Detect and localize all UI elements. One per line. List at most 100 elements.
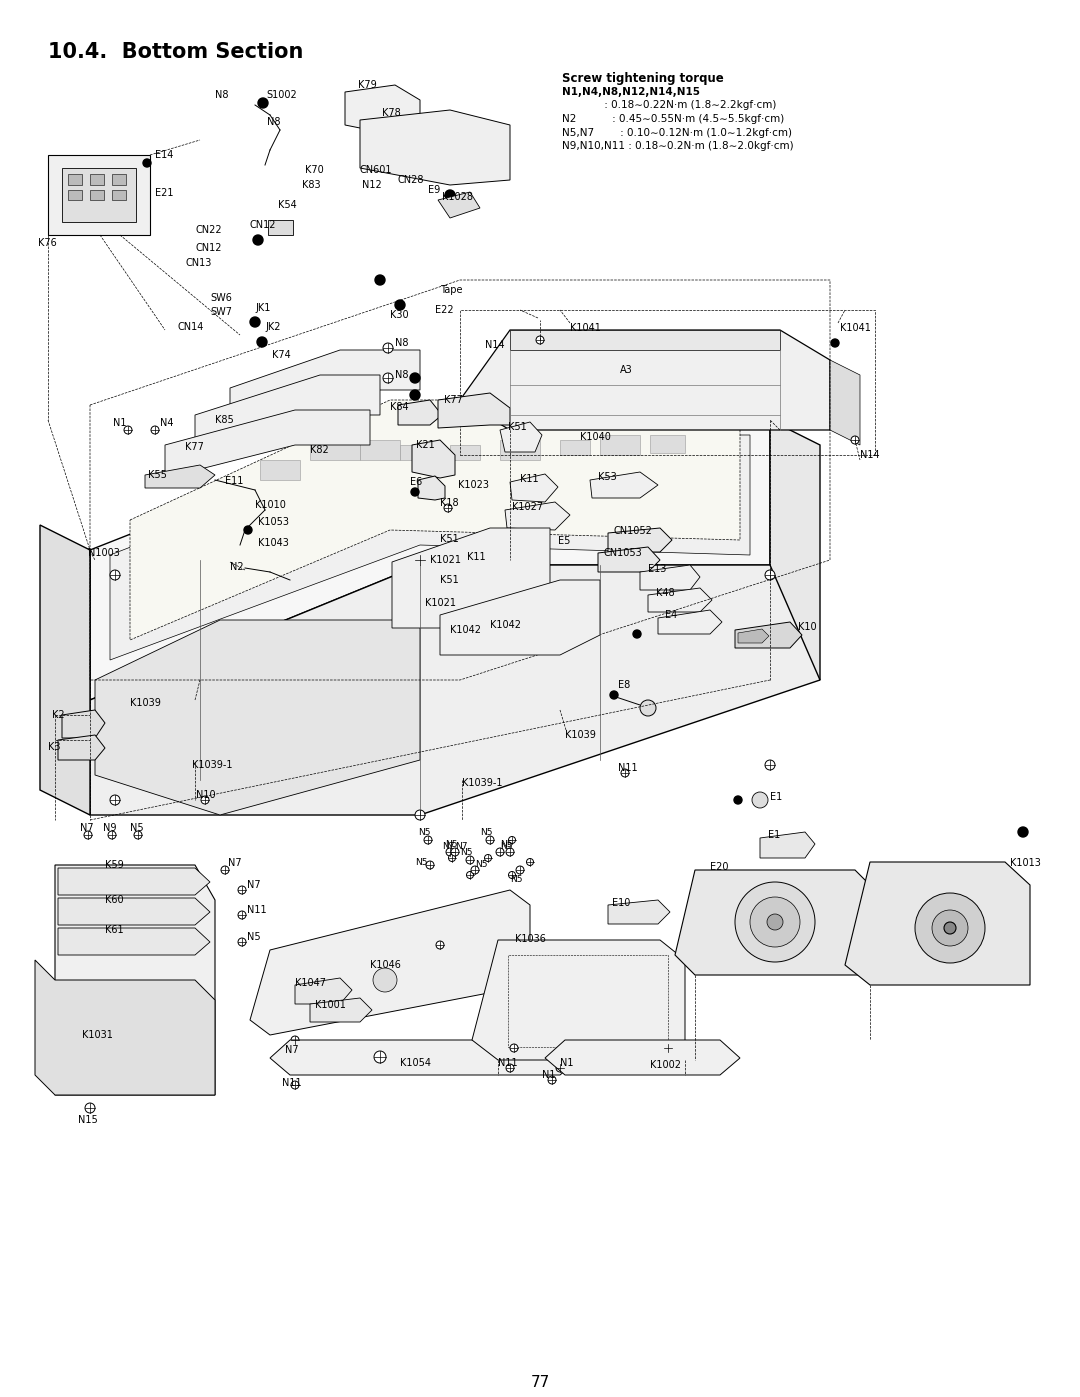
Text: N5: N5 xyxy=(247,932,260,942)
Text: N8: N8 xyxy=(395,370,408,380)
Polygon shape xyxy=(392,528,550,629)
Text: N12: N12 xyxy=(362,180,381,190)
Text: K85: K85 xyxy=(215,415,233,425)
Text: K60: K60 xyxy=(105,895,123,905)
Text: K3: K3 xyxy=(48,742,60,752)
Polygon shape xyxy=(360,110,510,184)
Text: Screw tightening torque: Screw tightening torque xyxy=(562,73,724,85)
Text: E14: E14 xyxy=(156,149,174,161)
Text: N9: N9 xyxy=(103,823,117,833)
Polygon shape xyxy=(58,735,105,760)
Text: N1: N1 xyxy=(542,1070,555,1080)
Text: N7: N7 xyxy=(442,842,455,851)
Text: K82: K82 xyxy=(310,446,328,455)
Polygon shape xyxy=(58,928,210,956)
Text: S1002: S1002 xyxy=(266,89,297,101)
Text: E6: E6 xyxy=(410,476,422,488)
Polygon shape xyxy=(400,446,430,460)
Text: K1023: K1023 xyxy=(458,481,489,490)
Polygon shape xyxy=(130,400,740,640)
Polygon shape xyxy=(440,580,600,655)
Text: K2: K2 xyxy=(52,710,65,719)
Circle shape xyxy=(257,337,267,346)
Circle shape xyxy=(471,866,480,875)
Circle shape xyxy=(548,1076,556,1084)
Polygon shape xyxy=(500,422,542,453)
Text: N7: N7 xyxy=(285,1045,299,1055)
Circle shape xyxy=(415,555,426,564)
Text: N5: N5 xyxy=(130,823,144,833)
Text: N5: N5 xyxy=(510,875,523,884)
Text: E1: E1 xyxy=(770,792,782,802)
Text: SW7: SW7 xyxy=(210,307,232,317)
Circle shape xyxy=(410,373,420,383)
Circle shape xyxy=(383,373,393,383)
Bar xyxy=(508,956,669,1046)
Circle shape xyxy=(436,942,444,949)
Circle shape xyxy=(85,1104,95,1113)
Polygon shape xyxy=(438,191,480,218)
Circle shape xyxy=(664,1044,672,1052)
Text: SW6: SW6 xyxy=(210,293,232,303)
Circle shape xyxy=(375,275,384,285)
Circle shape xyxy=(640,700,656,717)
Text: K48: K48 xyxy=(656,588,675,598)
Text: K61: K61 xyxy=(105,925,123,935)
Polygon shape xyxy=(510,474,558,502)
Polygon shape xyxy=(48,155,150,235)
Text: K1013: K1013 xyxy=(1010,858,1041,868)
Circle shape xyxy=(373,968,397,992)
Polygon shape xyxy=(450,446,480,460)
Text: K1042: K1042 xyxy=(490,620,521,630)
Polygon shape xyxy=(310,997,372,1023)
Circle shape xyxy=(258,98,268,108)
Circle shape xyxy=(633,630,642,638)
Text: N11: N11 xyxy=(498,1058,517,1067)
Circle shape xyxy=(750,897,800,947)
Text: CN601: CN601 xyxy=(360,165,392,175)
Polygon shape xyxy=(62,168,136,222)
Text: N5: N5 xyxy=(480,828,492,837)
Text: K10: K10 xyxy=(798,622,816,631)
Text: N8: N8 xyxy=(395,338,408,348)
Circle shape xyxy=(221,866,229,875)
Text: N5: N5 xyxy=(460,848,473,856)
Circle shape xyxy=(752,792,768,807)
Polygon shape xyxy=(90,564,820,814)
Circle shape xyxy=(944,922,956,935)
Polygon shape xyxy=(831,360,860,446)
Polygon shape xyxy=(110,434,750,659)
Text: K53: K53 xyxy=(598,472,617,482)
Circle shape xyxy=(253,235,264,244)
Text: CN14: CN14 xyxy=(178,321,204,332)
Circle shape xyxy=(556,1065,564,1071)
Text: N14: N14 xyxy=(485,339,504,351)
Text: E4: E4 xyxy=(665,610,677,620)
Text: N4: N4 xyxy=(160,418,174,427)
Polygon shape xyxy=(411,440,455,478)
Text: N9,N10,N11 : 0.18∼0.2N·m (1.8∼2.0kgf·cm): N9,N10,N11 : 0.18∼0.2N·m (1.8∼2.0kgf·cm) xyxy=(562,141,794,151)
Text: K79: K79 xyxy=(357,80,377,89)
Polygon shape xyxy=(438,393,510,427)
Circle shape xyxy=(411,488,419,496)
Text: CN1053: CN1053 xyxy=(604,548,643,557)
Circle shape xyxy=(765,570,775,580)
Text: N14: N14 xyxy=(860,450,879,460)
Circle shape xyxy=(451,848,459,856)
Text: N7: N7 xyxy=(228,858,242,868)
Polygon shape xyxy=(260,460,300,481)
Circle shape xyxy=(374,1051,386,1063)
Text: K77: K77 xyxy=(185,441,204,453)
Text: JK2: JK2 xyxy=(265,321,281,332)
Text: 77: 77 xyxy=(530,1375,550,1390)
Circle shape xyxy=(410,390,420,400)
Text: N11: N11 xyxy=(282,1078,301,1088)
Text: K1031: K1031 xyxy=(82,1030,113,1039)
Polygon shape xyxy=(460,330,831,430)
Polygon shape xyxy=(145,465,215,488)
Text: N7: N7 xyxy=(80,823,94,833)
Text: E8: E8 xyxy=(618,680,631,690)
Text: K1021: K1021 xyxy=(426,598,456,608)
Circle shape xyxy=(510,1044,518,1052)
Text: N5: N5 xyxy=(500,842,513,851)
